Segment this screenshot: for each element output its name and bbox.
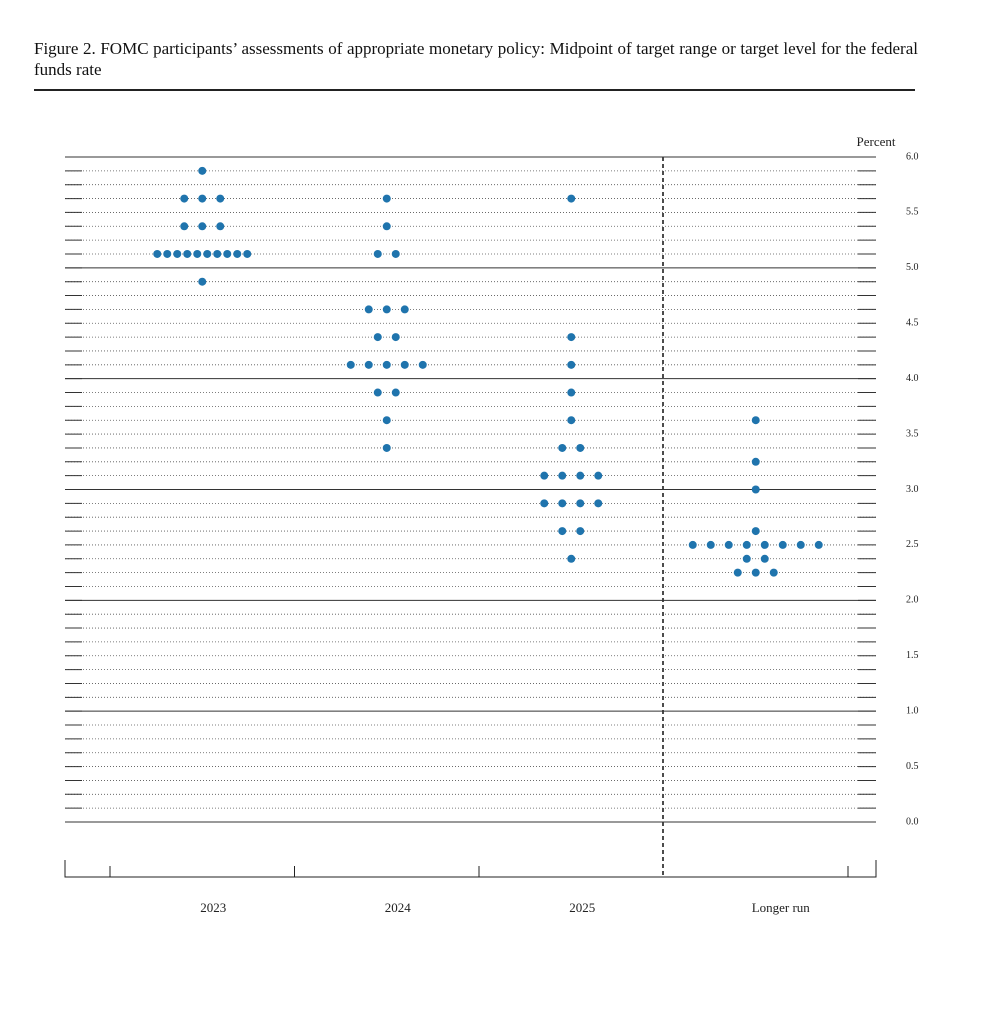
- dot: [558, 471, 567, 480]
- dot: [391, 249, 400, 258]
- dot: [751, 527, 760, 536]
- dot: [382, 416, 391, 425]
- dot: [364, 360, 373, 369]
- x-tick-label: 2024: [385, 900, 412, 915]
- dot: [213, 249, 222, 258]
- dot: [751, 416, 760, 425]
- dot: [400, 360, 409, 369]
- y-tick-label: 2.0: [906, 595, 919, 606]
- dot: [180, 222, 189, 231]
- dot: [751, 457, 760, 466]
- dot: [216, 222, 225, 231]
- dot: [576, 527, 585, 536]
- dot: [400, 305, 409, 314]
- dot: [373, 333, 382, 342]
- dot: [796, 540, 805, 549]
- dot: [216, 194, 225, 203]
- dot: [382, 360, 391, 369]
- y-tick-label: 1.0: [906, 705, 919, 716]
- y-tick-label: 0.5: [906, 761, 919, 772]
- dot: [540, 471, 549, 480]
- dot: [373, 388, 382, 397]
- y-tick-label: 1.5: [906, 650, 919, 661]
- dot: [153, 249, 162, 258]
- title-box: Figure 2. FOMC participants’ assessments…: [34, 39, 918, 79]
- y-axis-label: Percent: [857, 134, 896, 149]
- y-tick-label: 0.0: [906, 816, 919, 827]
- dot: [198, 222, 207, 231]
- dot: [540, 499, 549, 508]
- dot: [567, 360, 576, 369]
- dot: [576, 471, 585, 480]
- dot: [778, 540, 787, 549]
- dot: [594, 471, 603, 480]
- dot: [346, 360, 355, 369]
- y-tick-label: 3.5: [906, 428, 919, 439]
- dot: [751, 568, 760, 577]
- dot: [382, 305, 391, 314]
- dot: [193, 249, 202, 258]
- dot: [198, 277, 207, 286]
- dot: [567, 194, 576, 203]
- x-axis: [64, 860, 877, 878]
- dot: [760, 554, 769, 563]
- y-tick-label: 3.0: [906, 484, 919, 495]
- dot: [567, 416, 576, 425]
- y-tick-label: 4.5: [906, 318, 919, 329]
- y-tick-label: 5.0: [906, 262, 919, 273]
- dot: [751, 485, 760, 494]
- dot: [724, 540, 733, 549]
- dot: [198, 194, 207, 203]
- dot: [364, 305, 373, 314]
- dot: [769, 568, 778, 577]
- dot: [558, 443, 567, 452]
- dot: [706, 540, 715, 549]
- dot: [594, 499, 603, 508]
- y-tick-label: 4.0: [906, 373, 919, 384]
- dot: [223, 249, 232, 258]
- dot: [733, 568, 742, 577]
- y-tick-label: 5.5: [906, 207, 919, 218]
- y-tick-label: 6.0: [906, 151, 919, 162]
- dot: [742, 540, 751, 549]
- x-tick-label: 2025: [569, 900, 595, 915]
- dot: [567, 554, 576, 563]
- dot: [382, 194, 391, 203]
- dot: [814, 540, 823, 549]
- dot: [558, 527, 567, 536]
- x-tick-label: 2023: [200, 900, 226, 915]
- dot: [373, 249, 382, 258]
- dot: [567, 388, 576, 397]
- dot: [198, 166, 207, 175]
- dot: [418, 360, 427, 369]
- dot: [243, 249, 252, 258]
- x-tick-label: Longer run: [752, 900, 811, 915]
- dot: [688, 540, 697, 549]
- chart-title: Figure 2. FOMC participants’ assessments…: [34, 39, 918, 79]
- dot: [742, 554, 751, 563]
- dot: [760, 540, 769, 549]
- dot: [576, 443, 585, 452]
- dot: [382, 443, 391, 452]
- dot: [391, 388, 400, 397]
- dot: [233, 249, 242, 258]
- dot: [203, 249, 212, 258]
- y-tick-label: 2.5: [906, 539, 919, 550]
- dot: [567, 333, 576, 342]
- dot: [558, 499, 567, 508]
- dot: [163, 249, 172, 258]
- dot: [173, 249, 182, 258]
- dot: [576, 499, 585, 508]
- dot: [391, 333, 400, 342]
- dot: [183, 249, 192, 258]
- dot: [180, 194, 189, 203]
- dot: [382, 222, 391, 231]
